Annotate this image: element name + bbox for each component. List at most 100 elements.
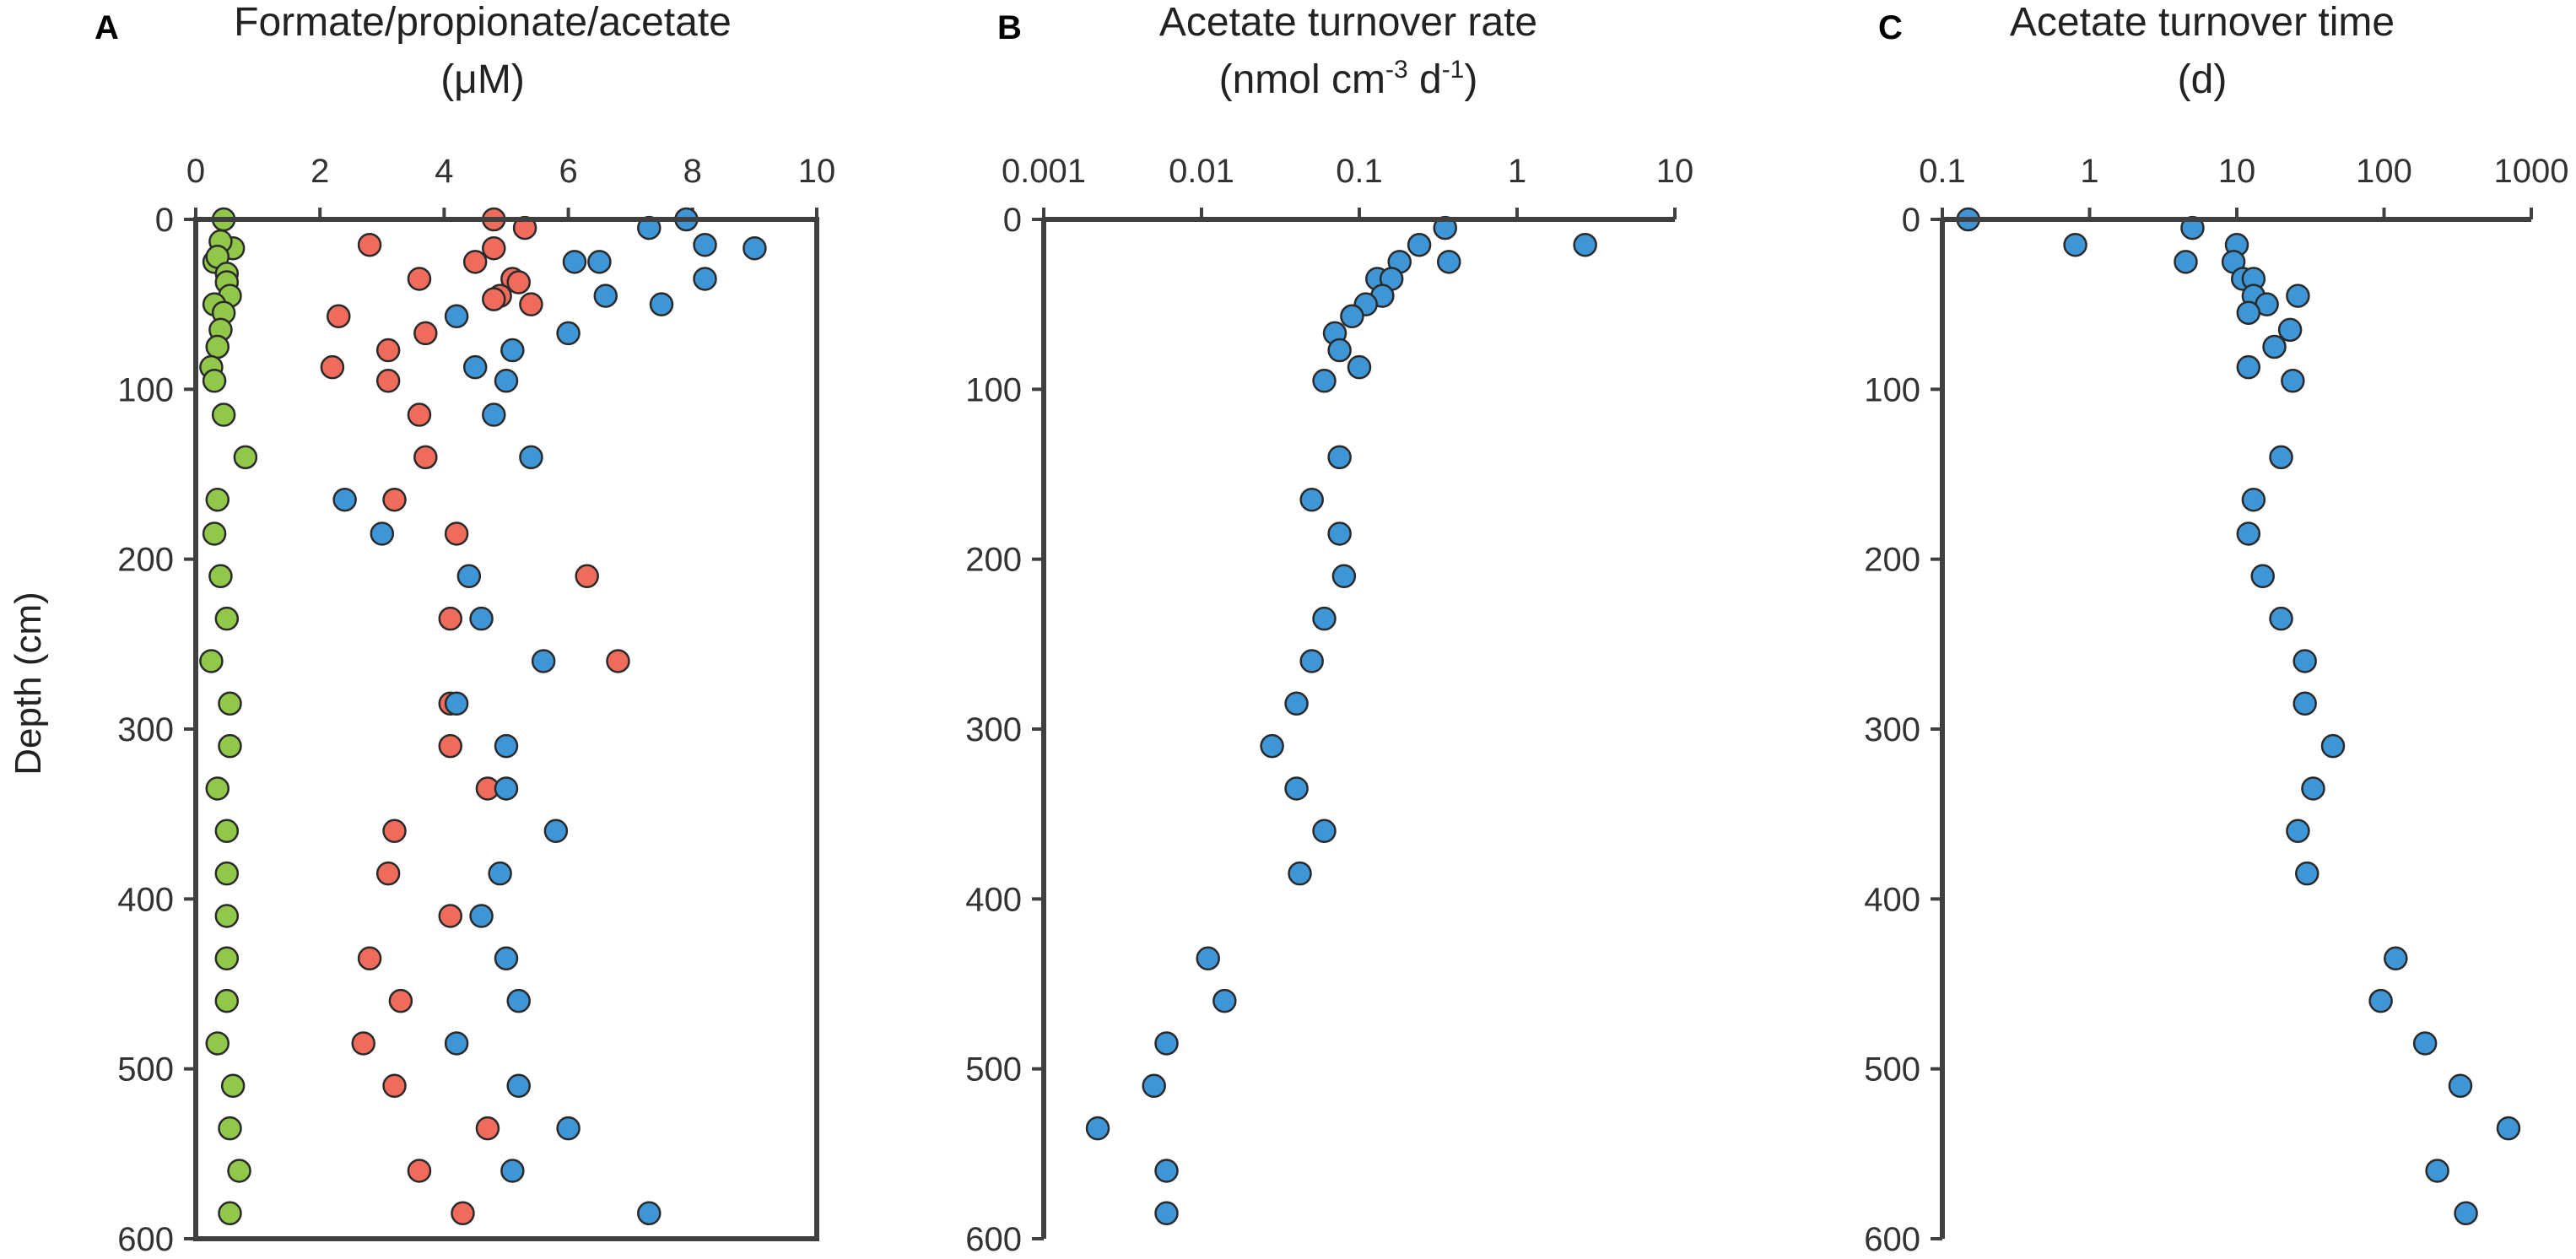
data-point-acetate xyxy=(693,232,717,257)
units-part: d xyxy=(1408,57,1442,102)
panel-c-x-ticks: 0.1 1 10 100 1000 xyxy=(1919,153,2568,219)
data-point-propionate xyxy=(606,649,630,673)
units-part: (nmol cm xyxy=(1219,57,1385,102)
y-tick-label: 400 xyxy=(1864,881,1920,918)
data-point-acetate xyxy=(1288,861,1312,886)
panel-a-title: Formate/propionate/acetate xyxy=(234,0,732,45)
y-tick-label: 100 xyxy=(1864,371,1920,408)
data-point-acetate xyxy=(2292,649,2317,673)
data-point-propionate xyxy=(375,369,401,393)
data-point-acetate xyxy=(506,1073,531,1099)
panel-a-x-ticks: 0 2 4 6 8 10 xyxy=(186,153,835,219)
data-point-acetate xyxy=(494,946,519,971)
data-point-acetate xyxy=(2250,564,2275,589)
x-tick-label: 0.1 xyxy=(1336,153,1383,190)
data-point-formate xyxy=(202,369,227,393)
data-point-acetate xyxy=(556,321,581,346)
y-tick-label: 400 xyxy=(117,881,174,918)
data-point-acetate xyxy=(743,235,767,261)
data-point-acetate xyxy=(2281,369,2305,393)
data-point-acetate xyxy=(1154,1159,1179,1183)
y-tick-label: 300 xyxy=(1864,711,1920,748)
panel-a-frame xyxy=(193,217,819,1241)
data-point-acetate xyxy=(1154,1031,1179,1056)
data-point-formate xyxy=(205,334,230,359)
data-point-acetate xyxy=(2241,487,2266,512)
x-tick-label: 1000 xyxy=(2494,153,2569,190)
data-point-acetate xyxy=(1284,691,1309,716)
x-tick-label: 10 xyxy=(1656,153,1694,190)
data-point-propionate xyxy=(482,287,506,311)
data-point-formate xyxy=(208,564,233,589)
data-point-propionate xyxy=(506,270,531,294)
data-point-formate xyxy=(205,487,230,512)
x-tick-label: 10 xyxy=(2218,153,2256,190)
data-point-acetate xyxy=(1347,354,1372,380)
data-point-formate xyxy=(218,1201,242,1226)
units-superscript: -3 xyxy=(1385,56,1408,84)
data-point-acetate xyxy=(494,369,519,393)
data-point-acetate xyxy=(2292,691,2317,716)
data-point-acetate xyxy=(2063,232,2087,257)
y-tick-label: 600 xyxy=(965,1221,1022,1258)
data-point-acetate xyxy=(1299,487,1324,512)
data-point-acetate xyxy=(2301,776,2325,801)
data-point-formate xyxy=(202,521,227,546)
x-tick-label: 0.01 xyxy=(1169,153,1234,190)
data-point-acetate xyxy=(2295,861,2319,886)
panel-b: B Acetate turnover rate (nmol cm-3 d-1) … xyxy=(965,0,1693,1258)
data-point-acetate xyxy=(2368,988,2393,1013)
y-tick-label: 0 xyxy=(155,202,174,239)
data-point-acetate xyxy=(2236,521,2261,546)
data-point-acetate xyxy=(587,250,612,274)
data-point-acetate xyxy=(1331,564,1357,589)
data-point-acetate xyxy=(488,861,512,886)
data-point-acetate xyxy=(2496,1116,2521,1141)
panel-b-x-ticks: 0.001 0.01 0.1 1 10 xyxy=(1002,153,1693,219)
panel-c-units: (d) xyxy=(2178,57,2228,102)
data-point-acetate xyxy=(462,354,488,380)
data-point-acetate xyxy=(494,776,519,801)
data-point-acetate xyxy=(444,691,469,716)
data-point-acetate xyxy=(1327,445,1352,470)
units-superscript: -1 xyxy=(1442,56,1465,84)
data-point-acetate xyxy=(2454,1201,2478,1226)
data-point-propionate xyxy=(475,1116,500,1141)
data-point-propionate xyxy=(382,487,407,512)
data-point-acetate xyxy=(506,988,531,1013)
data-point-propionate xyxy=(382,1073,407,1099)
data-point-acetate xyxy=(2286,284,2310,308)
data-point-acetate xyxy=(519,445,543,470)
x-tick-label: 100 xyxy=(2356,153,2412,190)
data-point-formate xyxy=(214,606,240,631)
data-point-acetate xyxy=(543,819,569,844)
y-tick-label: 600 xyxy=(117,1221,174,1258)
data-point-formate xyxy=(205,1031,230,1056)
data-point-acetate xyxy=(1212,988,1237,1013)
data-point-acetate xyxy=(649,292,674,316)
data-point-acetate xyxy=(500,1159,525,1183)
data-point-propionate xyxy=(357,946,382,971)
data-point-acetate xyxy=(1437,250,1461,274)
x-tick-label: 2 xyxy=(311,153,329,190)
data-point-propionate xyxy=(438,733,463,759)
data-point-acetate xyxy=(456,564,482,589)
data-point-formate xyxy=(199,649,224,673)
data-point-acetate xyxy=(1284,776,1309,801)
data-point-formate xyxy=(218,1116,242,1141)
data-point-formate xyxy=(227,1159,251,1183)
data-point-formate xyxy=(214,819,240,844)
data-point-propionate xyxy=(444,521,469,546)
y-tick-label: 500 xyxy=(1864,1051,1920,1089)
data-point-propionate xyxy=(357,232,382,257)
data-point-formate xyxy=(218,733,242,759)
data-point-acetate xyxy=(2384,946,2408,971)
data-point-acetate xyxy=(556,1116,581,1141)
data-point-formate xyxy=(214,946,240,971)
data-point-propionate xyxy=(438,606,463,631)
data-point-acetate xyxy=(2277,317,2303,343)
y-tick-label: 200 xyxy=(965,542,1022,579)
data-point-acetate xyxy=(444,1031,469,1056)
data-point-acetate xyxy=(1340,304,1364,329)
